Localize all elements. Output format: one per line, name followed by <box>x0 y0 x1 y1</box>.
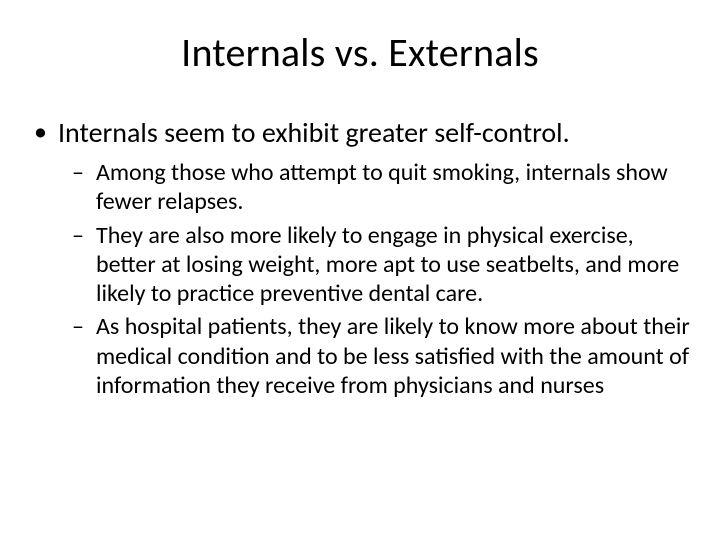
list-item: Among those who attempt to quit smoking,… <box>96 158 690 217</box>
bullet-text: As hospital patients, they are likely to… <box>96 312 690 400</box>
slide: Internals vs. Externals Internals seem t… <box>0 0 720 540</box>
list-item: They are also more likely to engage in p… <box>96 221 690 309</box>
bullet-list-level2: Among those who attempt to quit smoking,… <box>58 158 690 400</box>
slide-title: Internals vs. Externals <box>30 28 690 77</box>
bullet-list-level1: Internals seem to exhibit greater self-c… <box>30 115 690 400</box>
list-item: Internals seem to exhibit greater self-c… <box>58 115 690 400</box>
bullet-text: Among those who attempt to quit smoking,… <box>96 158 668 216</box>
bullet-text: They are also more likely to engage in p… <box>96 221 679 309</box>
list-item: As hospital patients, they are likely to… <box>96 312 690 400</box>
bullet-text: Internals seem to exhibit greater self-c… <box>58 115 570 150</box>
